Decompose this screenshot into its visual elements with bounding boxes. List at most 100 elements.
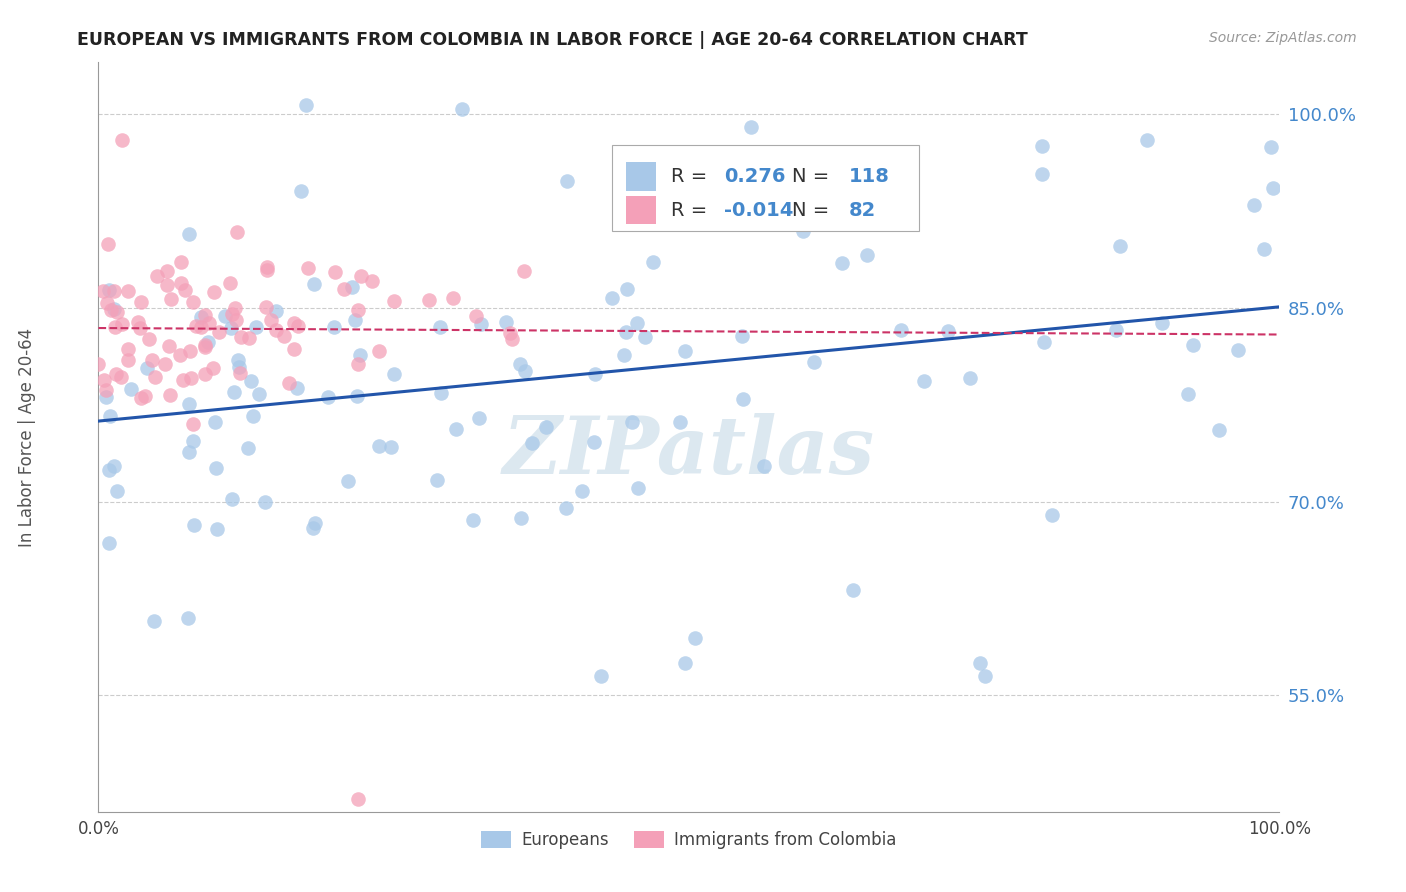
Point xyxy=(219,276,242,290)
Point xyxy=(120,383,142,397)
Point xyxy=(974,669,997,683)
Point xyxy=(589,669,612,683)
Point xyxy=(733,392,755,406)
Point xyxy=(1261,181,1284,195)
Point xyxy=(117,284,139,298)
Text: 82: 82 xyxy=(848,201,876,219)
Point xyxy=(465,309,488,323)
Point xyxy=(600,291,623,305)
Point xyxy=(730,328,752,343)
Point xyxy=(673,161,696,176)
Point xyxy=(105,483,128,498)
Point xyxy=(205,461,228,475)
Point xyxy=(322,319,344,334)
Point xyxy=(1150,316,1173,330)
Point xyxy=(912,374,935,388)
Point xyxy=(169,348,191,362)
Point xyxy=(1243,197,1265,211)
Point xyxy=(616,282,638,296)
Point xyxy=(856,247,879,261)
Point xyxy=(238,441,260,455)
Point xyxy=(198,316,221,330)
Point xyxy=(155,357,177,371)
Point xyxy=(247,387,270,401)
Point xyxy=(214,309,236,323)
Point xyxy=(224,301,246,316)
Point xyxy=(495,315,517,329)
Point xyxy=(297,260,319,275)
Point xyxy=(346,389,368,403)
Point xyxy=(226,353,249,368)
Point xyxy=(190,310,212,325)
Text: N =: N = xyxy=(792,167,835,186)
Text: Source: ZipAtlas.com: Source: ZipAtlas.com xyxy=(1209,31,1357,45)
Point xyxy=(225,312,247,326)
Point xyxy=(429,319,451,334)
Point xyxy=(98,409,121,423)
Point xyxy=(98,536,121,550)
Point xyxy=(184,319,207,334)
Point xyxy=(969,656,991,670)
Point xyxy=(254,495,277,509)
Point xyxy=(1136,133,1159,147)
Point xyxy=(1109,238,1132,252)
Point xyxy=(93,284,115,298)
Point xyxy=(156,264,179,278)
Point xyxy=(429,385,451,400)
Point xyxy=(242,409,264,423)
Point xyxy=(724,159,747,173)
Y-axis label: In Labor Force | Age 20-64: In Labor Force | Age 20-64 xyxy=(18,327,37,547)
Point xyxy=(1177,386,1199,401)
Point xyxy=(138,332,160,346)
Point xyxy=(110,369,132,384)
Legend: Europeans, Immigrants from Colombia: Europeans, Immigrants from Colombia xyxy=(475,824,903,855)
Point xyxy=(177,611,200,625)
Point xyxy=(105,305,128,319)
Point xyxy=(173,283,195,297)
Point xyxy=(890,323,912,337)
Point xyxy=(1181,337,1204,351)
Point xyxy=(98,463,121,477)
Point xyxy=(127,315,149,329)
Text: 0.276: 0.276 xyxy=(724,167,786,186)
Text: 118: 118 xyxy=(848,167,889,186)
Point xyxy=(98,283,121,297)
Point xyxy=(1208,424,1230,438)
Point xyxy=(143,614,166,628)
Text: ZIPatlas: ZIPatlas xyxy=(503,413,875,491)
Point xyxy=(626,317,648,331)
Point xyxy=(141,353,163,368)
Point xyxy=(256,260,278,275)
Point xyxy=(183,518,205,533)
Point xyxy=(273,329,295,343)
Point xyxy=(117,353,139,368)
Point xyxy=(294,98,316,112)
Point xyxy=(426,473,449,487)
Point xyxy=(613,348,636,362)
Point xyxy=(283,316,305,330)
Point xyxy=(583,435,606,450)
FancyBboxPatch shape xyxy=(612,145,920,231)
Point xyxy=(197,334,219,349)
Point xyxy=(716,216,738,230)
Point xyxy=(129,294,152,309)
Point xyxy=(194,308,217,322)
Point xyxy=(97,237,120,252)
Point xyxy=(221,307,243,321)
Point xyxy=(347,792,370,806)
Point xyxy=(1032,334,1054,349)
Point xyxy=(183,434,205,449)
Point xyxy=(1105,323,1128,337)
Point xyxy=(349,348,371,362)
Point xyxy=(179,227,201,241)
Point xyxy=(103,458,125,473)
Point xyxy=(134,389,156,403)
Point xyxy=(382,367,405,381)
Point xyxy=(204,415,226,429)
Point xyxy=(256,262,278,277)
Point xyxy=(96,296,118,310)
Point xyxy=(287,318,309,333)
Point xyxy=(461,512,484,526)
Point xyxy=(740,120,762,134)
Point xyxy=(96,384,118,398)
